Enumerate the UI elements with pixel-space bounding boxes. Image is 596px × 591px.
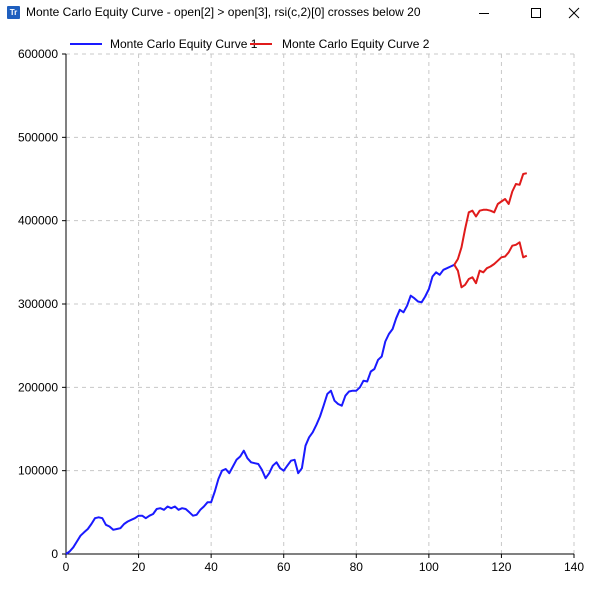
minimize-button[interactable] — [462, 0, 506, 26]
series-line-equity-curve-1 — [65, 263, 455, 555]
window-title: Monte Carlo Equity Curve - open[2] > ope… — [26, 5, 421, 19]
y-tick-label: 200000 — [18, 380, 58, 394]
y-tick-label: 500000 — [18, 130, 58, 144]
legend-label-curve-2: Monte Carlo Equity Curve 2 — [282, 37, 430, 51]
y-tick-label: 400000 — [18, 214, 58, 228]
x-tick-label: 40 — [204, 560, 218, 574]
x-tick-label: 100 — [419, 560, 439, 574]
equity-chart-svg: 0 20 40 60 80 100 120 140 0 100000 200000 300000 400… — [18, 37, 584, 574]
maximize-icon — [531, 8, 541, 18]
x-tick-label: 120 — [491, 560, 511, 574]
series-line-equity-curve-2 — [453, 241, 528, 289]
close-icon — [568, 7, 580, 19]
y-tick-label: 300000 — [18, 297, 58, 311]
x-tick-label: 80 — [350, 560, 364, 574]
y-tick-label: 100000 — [18, 464, 58, 478]
x-tick-label: 0 — [63, 560, 70, 574]
x-tick-label: 20 — [132, 560, 146, 574]
maximize-button[interactable] — [514, 0, 558, 26]
x-tick-label: 60 — [277, 560, 291, 574]
title-bar: Tr Monte Carlo Equity Curve - open[2] > … — [0, 0, 596, 26]
minimize-icon — [479, 13, 489, 14]
series-line-equity-curve-2 — [453, 172, 528, 266]
y-tick-label: 600000 — [18, 47, 58, 61]
equity-chart: 0 20 40 60 80 100 120 140 0 100000 200000 300000 400… — [0, 26, 596, 586]
app-icon: Tr — [7, 6, 20, 19]
y-tick-label: 0 — [51, 547, 58, 561]
x-tick-label: 140 — [564, 560, 584, 574]
legend-label-curve-1: Monte Carlo Equity Curve 1 — [110, 37, 258, 51]
close-button[interactable] — [552, 0, 596, 26]
